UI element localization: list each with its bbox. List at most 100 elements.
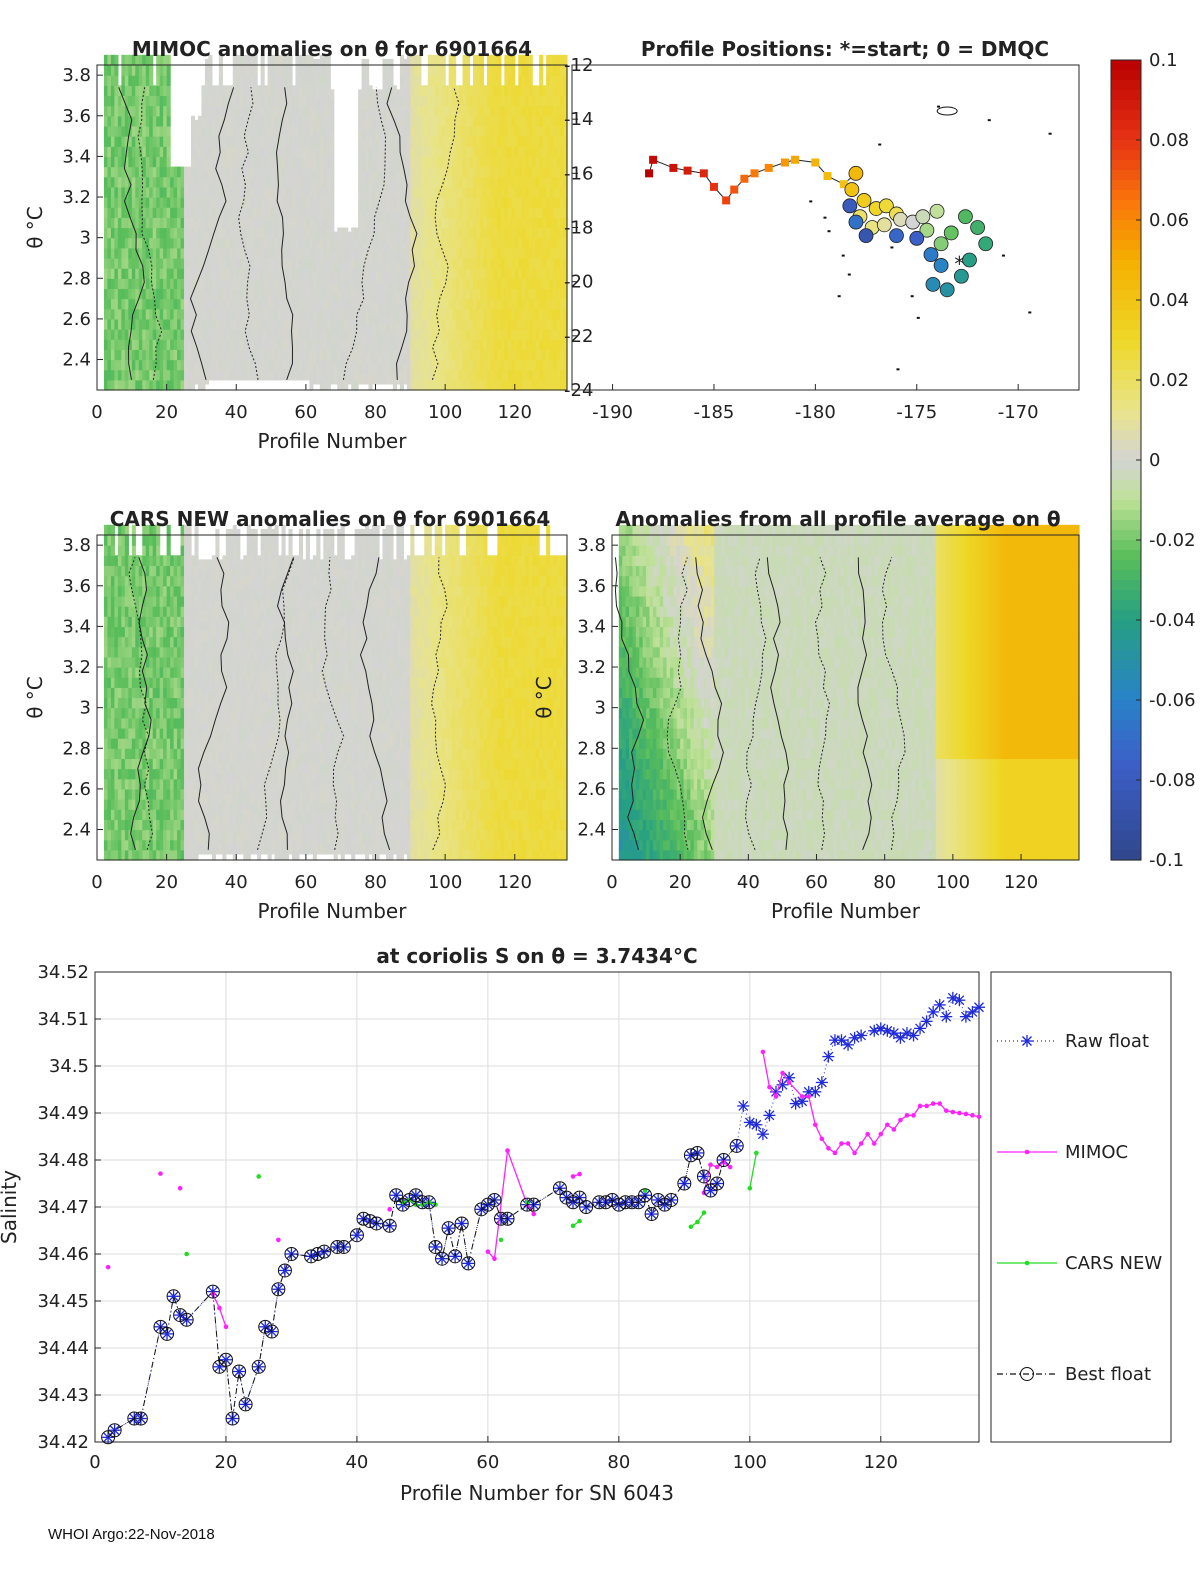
heatmap-cell (379, 373, 384, 385)
heatmap-cell (267, 207, 272, 218)
heatmap-cell (114, 349, 119, 361)
heatmap-cell (187, 359, 192, 371)
heatmap-cell (476, 125, 481, 137)
heatmap-cell (114, 95, 119, 107)
heatmap-cell (180, 298, 185, 310)
heatmap-cell (250, 54, 255, 66)
heatmap-cell (382, 312, 387, 324)
heatmap-cell (267, 308, 272, 320)
heatmap-cell (131, 575, 136, 587)
heatmap-cell (525, 105, 530, 117)
heatmap-cell (298, 268, 304, 279)
heatmap-cell (197, 146, 203, 158)
heatmap-cell (469, 197, 474, 208)
heatmap-cell (535, 166, 540, 178)
heatmap-cell (424, 237, 429, 249)
heatmap-cell (159, 809, 164, 820)
heatmap-cell (389, 160, 394, 172)
heatmap-cell (302, 85, 307, 97)
heatmap-cell (274, 308, 279, 320)
heatmap-cell (532, 105, 537, 117)
heatmap-cell (337, 288, 342, 300)
heatmap-cell (278, 318, 283, 330)
heatmap-cell (514, 186, 519, 198)
heatmap-cell (441, 105, 446, 117)
heatmap-cell (298, 146, 304, 158)
heatmap-cell (441, 95, 446, 107)
heatmap-cell (117, 585, 122, 597)
heatmap-cell (142, 257, 147, 269)
heatmap-cell (166, 268, 171, 279)
heatmap-cell (191, 217, 196, 229)
heatmap-cell (431, 227, 436, 239)
heatmap-cell (525, 75, 530, 86)
heatmap-cell (201, 359, 206, 371)
heatmap-cell (507, 176, 512, 188)
heatmap-cell (166, 298, 171, 310)
heatmap-cell (563, 75, 568, 86)
heatmap-cell (399, 379, 404, 391)
heatmap-cell (417, 227, 422, 239)
heatmap-cell (403, 211, 408, 223)
heatmap-cell (225, 278, 230, 290)
heatmap-cell (236, 115, 241, 127)
heatmap-cell (128, 727, 133, 739)
heatmap-cell (159, 758, 164, 770)
heatmap-cell (121, 535, 126, 546)
heatmap-cell (110, 829, 116, 841)
heatmap-cell (281, 125, 286, 137)
heatmap-cell (305, 339, 310, 350)
heatmap-cell (197, 207, 203, 218)
heatmap-cell (177, 555, 182, 567)
heatmap-cell (525, 65, 530, 76)
heatmap-cell (260, 75, 265, 86)
heatmap-cell (166, 278, 171, 290)
heatmap-cell (239, 339, 244, 350)
heatmap-cell (110, 667, 116, 678)
heatmap-cell (361, 302, 366, 314)
heatmap-cell (271, 247, 276, 259)
heatmap-cell (222, 237, 227, 249)
heatmap-cell (149, 819, 154, 831)
heatmap-cell (177, 575, 182, 587)
heatmap-cell (145, 646, 150, 658)
heatmap-cell (563, 186, 568, 198)
heatmap-cell (504, 166, 509, 178)
x-tick-label: 0 (91, 402, 102, 423)
heatmap-cell (236, 186, 241, 198)
heatmap-cell (563, 318, 568, 330)
heatmap-cell (417, 308, 422, 320)
heatmap-cell (316, 282, 321, 294)
island-marker (896, 368, 900, 371)
heatmap-cell (539, 329, 544, 340)
heatmap-cell (232, 115, 237, 127)
heatmap-cell (114, 849, 119, 861)
heatmap-cell (166, 339, 171, 350)
heatmap-cell (173, 359, 178, 371)
heatmap-cell (483, 288, 488, 300)
heatmap-cell (124, 829, 129, 841)
track-marker (839, 180, 848, 189)
heatmap-cell (253, 207, 258, 218)
heatmap-cell (295, 146, 300, 158)
heatmap-cell (406, 288, 411, 300)
heatmap-cell (490, 54, 495, 66)
heatmap-cell (250, 217, 255, 229)
heatmap-cell (410, 329, 415, 340)
heatmap-cell (417, 318, 422, 330)
heatmap-cell (156, 136, 161, 147)
heatmap-cell (222, 288, 227, 300)
heatmap-cell (124, 278, 129, 290)
heatmap-cell (124, 839, 129, 851)
heatmap-cell (365, 180, 370, 192)
heatmap-cell (365, 363, 370, 375)
heatmap-cell (319, 359, 324, 371)
heatmap-cell (121, 616, 126, 628)
heatmap-cell (271, 85, 276, 97)
heatmap-cell (413, 217, 418, 229)
heatmap-cell (385, 109, 391, 121)
position-marker (958, 209, 973, 225)
heatmap-cell (156, 829, 161, 841)
heatmap-cell (145, 156, 150, 168)
heatmap-cell (131, 738, 136, 749)
